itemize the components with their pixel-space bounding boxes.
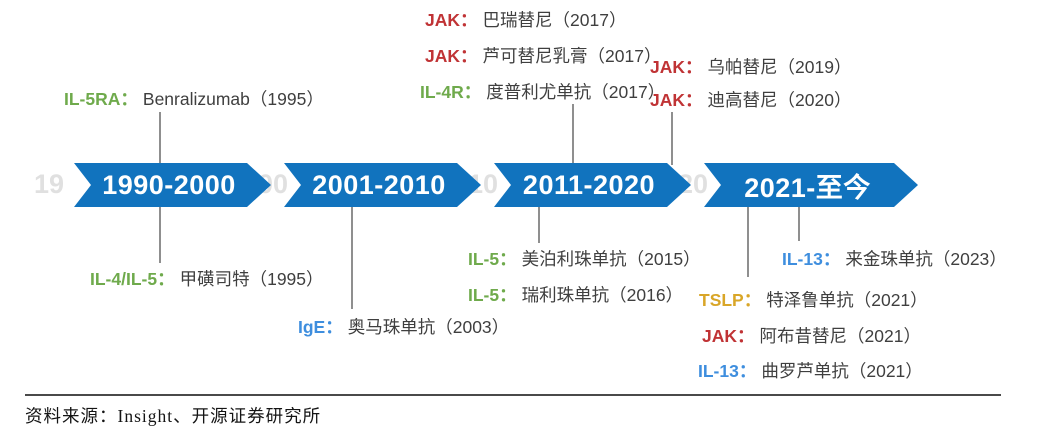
annotation-text: 度普利尤单抗（2017） [486,82,666,102]
timeline-arrow-2021-now: 2021-至今 [704,163,918,207]
timeline-arrow-2011-2020: 2011-2020 [494,163,691,207]
annotation-text: 特泽鲁单抗（2021） [766,290,928,310]
annotation-prefix: JAK： [425,10,478,30]
annotation-prefix: IL-4R： [420,82,482,102]
timeline-arrow-2001-2010: 2001-2010 [284,163,481,207]
source-divider [25,394,1001,396]
annotation-prefix: JAK： [650,90,703,110]
annotation-prefix: IL-13： [698,361,757,381]
annotation-abrocitinib: JAK： 阿布昔替尼（2021） [702,323,921,348]
annotation-text: 奥马珠单抗（2003） [347,317,510,337]
annotation-text: 美泊利珠单抗（2015） [521,249,701,269]
annotation-prefix: IL-13： [782,249,841,269]
annotation-text: 瑞利珠单抗（2016） [521,285,684,305]
annotation-reslizumab: IL-5： 瑞利珠单抗（2016） [468,282,683,307]
annotation-prefix: IgE： [298,317,343,337]
connector-line-il5-group [538,207,540,243]
connector-line-2021-group [747,207,749,277]
period-label: 2021-至今 [744,172,871,203]
connector-line-2017-group [572,104,574,165]
annotation-tezepelumab: TSLP： 特泽鲁单抗（2021） [699,287,928,312]
annotation-prefix: JAK： [702,326,755,346]
ghost-year-19: 19 [34,169,65,199]
annotation-delgocitinib: JAK： 迪高替尼（2020） [650,87,851,112]
annotation-baricitinib: JAK： 巴瑞替尼（2017） [425,7,626,32]
annotation-text: 曲罗芦单抗（2021） [761,361,923,381]
annotation-text: 巴瑞替尼（2017） [482,10,627,30]
connector-line-2019-2020-group [671,112,673,165]
annotation-prefix: IL-5： [468,249,517,269]
annotation-mepolizumab: IL-5： 美泊利珠单抗（2015） [468,246,701,271]
annotation-text: 来金珠单抗（2023） [845,249,1007,269]
connector-line-suplatast [159,207,161,263]
source-text: 资料来源：Insight、开源证券研究所 [25,406,322,426]
annotation-ruxolitinib-cream: JAK： 芦可替尼乳膏（2017） [425,43,661,68]
annotation-prefix: IL-5： [468,285,517,305]
annotation-tralokinumab: IL-13： 曲罗芦单抗（2021） [698,358,923,383]
period-label: 1990-2000 [102,169,236,200]
connector-line-omalizumab [351,207,353,309]
annotation-text: Benralizumab（1995） [142,89,324,109]
annotation-suplatast: IL-4/IL-5： 甲磺司特（1995） [90,266,324,291]
annotation-text: 乌帕替尼（2019） [707,57,852,77]
annotation-dupilumab: IL-4R： 度普利尤单抗（2017） [420,79,665,104]
annotation-omalizumab: IgE： 奥马珠单抗（2003） [298,314,509,339]
annotation-prefix: IL-5RA： [64,89,138,109]
annotation-text: 甲磺司特（1995） [179,269,324,289]
annotation-text: 阿布昔替尼（2021） [759,326,921,346]
annotation-text: 芦可替尼乳膏（2017） [482,46,662,66]
annotation-prefix: IL-4/IL-5： [90,269,175,289]
annotation-prefix: JAK： [425,46,478,66]
period-label: 2001-2010 [312,169,446,200]
annotation-lebrikizumab: IL-13： 来金珠单抗（2023） [782,246,1007,271]
timeline-arrow-1990-2000: 1990-2000 [74,163,271,207]
annotation-text: 迪高替尼（2020） [707,90,852,110]
annotation-upadacitinib: JAK： 乌帕替尼（2019） [650,54,851,79]
annotation-prefix: JAK： [650,57,703,77]
connector-line-lebrikizumab [798,207,800,241]
annotation-prefix: TSLP： [699,290,762,310]
annotation-benralizumab: IL-5RA： Benralizumab（1995） [64,86,324,111]
connector-line-benralizumab [159,112,161,165]
period-label: 2011-2020 [522,169,656,200]
